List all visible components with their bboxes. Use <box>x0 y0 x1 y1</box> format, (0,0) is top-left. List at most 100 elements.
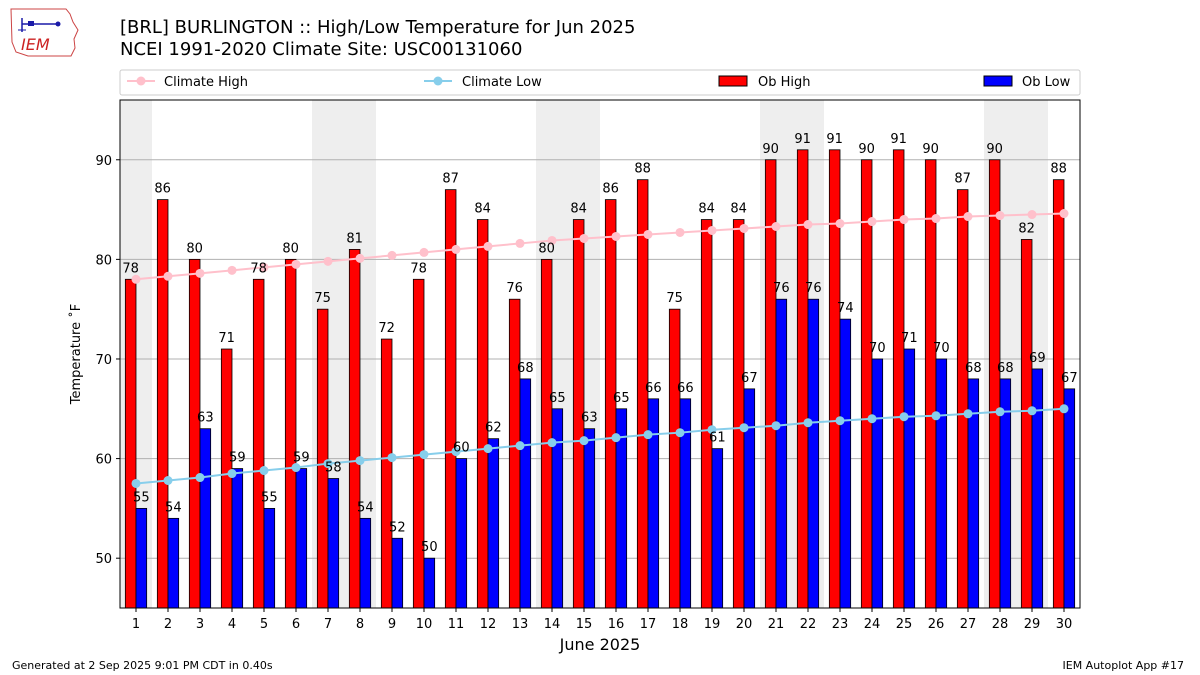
bar-ob-low-17 <box>647 398 660 609</box>
legend-climate-high-marker <box>136 76 146 86</box>
label-ob-high-10: 78 <box>410 261 427 276</box>
label-ob-high-24: 90 <box>858 142 875 157</box>
x-tick-label-19: 19 <box>704 617 721 632</box>
x-tick-label-20: 20 <box>736 617 753 632</box>
label-ob-high-11: 87 <box>442 172 459 187</box>
label-ob-high-3: 80 <box>186 241 203 256</box>
label-ob-low-26: 70 <box>933 341 950 356</box>
bar-ob-high-5 <box>252 278 265 609</box>
x-tick-label-4: 4 <box>228 617 236 632</box>
climate-high-point-23 <box>835 219 845 229</box>
title-line-1: [BRL] BURLINGTON :: High/Low Temperature… <box>120 17 636 38</box>
x-tick-label-14: 14 <box>544 617 561 632</box>
label-ob-high-6: 80 <box>282 241 299 256</box>
climate-lines <box>131 209 1069 488</box>
label-ob-low-17: 66 <box>645 381 662 396</box>
legend-climate-low-marker <box>433 76 443 86</box>
climate-high-point-11 <box>451 244 461 254</box>
climate-high-line <box>135 212 1065 281</box>
legend-ob-low-swatch <box>983 75 1013 87</box>
climate-low-point-30 <box>1059 404 1069 414</box>
label-ob-high-25: 91 <box>890 132 907 147</box>
climate-low-point-27 <box>963 409 973 419</box>
label-ob-low-3: 63 <box>197 411 214 426</box>
bar-ob-high-6 <box>284 258 297 609</box>
climate-low-point-6 <box>291 463 301 473</box>
climate-high-point-17 <box>643 229 653 239</box>
x-tick-label-13: 13 <box>512 617 529 632</box>
bar-ob-high-14 <box>540 258 553 609</box>
bar-ob-low-15 <box>583 428 596 609</box>
x-tick-label-25: 25 <box>896 617 913 632</box>
label-ob-low-7: 58 <box>325 461 342 476</box>
climate-high-point-12 <box>483 241 493 251</box>
x-tick-label-6: 6 <box>292 617 300 632</box>
climate-low-point-10 <box>419 450 429 460</box>
bar-ob-low-29 <box>1031 368 1044 609</box>
legend-item-ob-high: Ob High <box>718 75 811 90</box>
climate-low-point-26 <box>931 411 941 421</box>
y-axis-label: Temperature ˚F <box>68 304 84 405</box>
x-tick-label-23: 23 <box>832 617 849 632</box>
label-ob-low-9: 52 <box>389 520 406 535</box>
legend-item-ob-low: Ob Low <box>983 75 1071 90</box>
bar-ob-low-5 <box>263 507 276 609</box>
bar-ob-high-3 <box>188 258 201 609</box>
label-ob-low-23: 74 <box>837 301 854 316</box>
x-tick-label-18: 18 <box>672 617 689 632</box>
bar-ob-low-23 <box>839 318 852 609</box>
label-ob-high-1: 78 <box>122 261 139 276</box>
label-ob-low-27: 68 <box>965 361 982 376</box>
footer-app-id: IEM Autoplot App #17 <box>1062 659 1185 672</box>
climate-low-line <box>135 407 1065 485</box>
climate-high-point-7 <box>323 256 333 266</box>
climate-high-point-10 <box>419 247 429 257</box>
climate-low-point-1 <box>131 478 141 488</box>
climate-low-point-17 <box>643 430 653 440</box>
bar-ob-high-9 <box>380 338 393 609</box>
label-ob-low-29: 69 <box>1029 351 1046 366</box>
bar-ob-high-28 <box>988 159 1001 609</box>
climate-high-point-15 <box>579 233 589 243</box>
legend-climate-low-label: Climate Low <box>462 75 542 90</box>
bar-ob-low-4 <box>231 468 244 609</box>
x-tick-label-22: 22 <box>800 617 817 632</box>
label-ob-high-5: 78 <box>250 261 267 276</box>
x-tick-label-5: 5 <box>260 617 268 632</box>
climate-high-point-26 <box>931 214 941 224</box>
bar-ob-low-22 <box>807 298 820 609</box>
x-tick-label-7: 7 <box>324 617 332 632</box>
bar-ob-high-12 <box>476 219 489 609</box>
bar-ob-high-10 <box>412 278 425 609</box>
x-tick-label-8: 8 <box>356 617 364 632</box>
bar-ob-high-2 <box>156 199 169 609</box>
legend-item-climate-low: Climate Low <box>424 75 542 90</box>
label-ob-low-13: 68 <box>517 361 534 376</box>
bar-series <box>124 149 1076 609</box>
x-tick-label-26: 26 <box>928 617 945 632</box>
x-tick-label-12: 12 <box>480 617 497 632</box>
bar-ob-low-24 <box>871 358 884 609</box>
label-ob-low-4: 59 <box>229 451 246 466</box>
climate-high-point-16 <box>611 231 621 241</box>
climate-low-point-28 <box>995 407 1005 417</box>
x-tick-label-30: 30 <box>1056 617 1073 632</box>
label-ob-high-2: 86 <box>154 182 171 197</box>
climate-low-point-21 <box>771 421 781 431</box>
label-ob-high-9: 72 <box>378 321 395 336</box>
label-ob-high-22: 91 <box>794 132 811 147</box>
climate-low-point-7 <box>323 459 333 469</box>
climate-high-point-25 <box>899 215 909 225</box>
climate-low-point-12 <box>483 444 493 454</box>
climate-low-point-9 <box>387 453 397 463</box>
x-tick-label-28: 28 <box>992 617 1009 632</box>
climate-low-point-19 <box>707 425 717 435</box>
x-tick-label-29: 29 <box>1024 617 1041 632</box>
climate-high-point-14 <box>547 235 557 245</box>
label-ob-high-14: 80 <box>538 241 555 256</box>
climate-high-point-5 <box>259 262 269 272</box>
bar-ob-high-7 <box>316 308 329 609</box>
label-ob-high-30: 88 <box>1050 162 1067 177</box>
label-ob-low-8: 54 <box>357 500 374 515</box>
bar-ob-high-1 <box>124 278 137 609</box>
